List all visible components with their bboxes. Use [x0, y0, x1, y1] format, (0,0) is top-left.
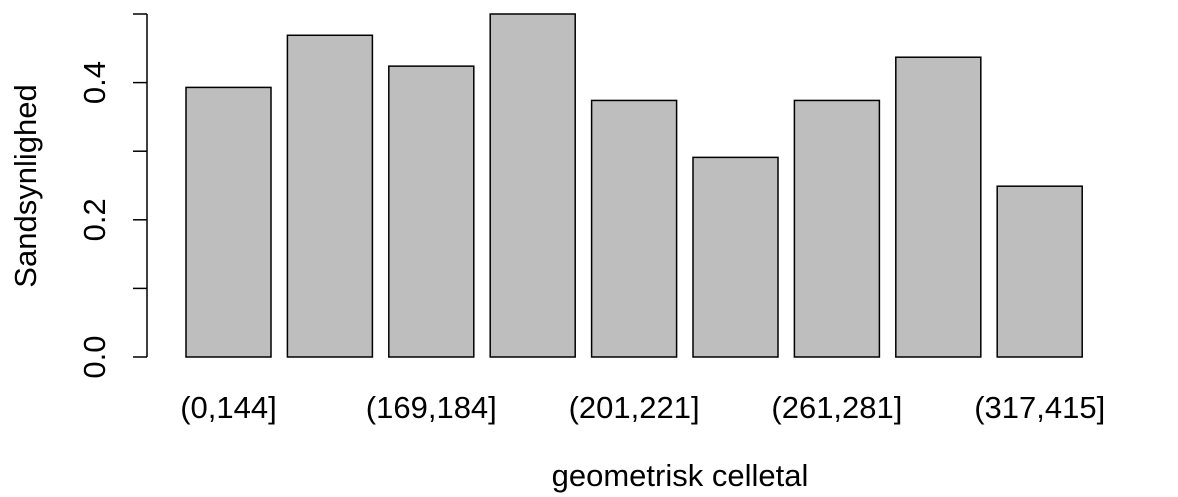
y-tick-label: 0.4 [77, 61, 112, 104]
x-axis-label: geometrisk celletal [552, 458, 809, 493]
bar [793, 99, 881, 358]
bar [895, 56, 982, 358]
x-tick-label: (261,281] [771, 390, 902, 425]
bar [185, 86, 272, 358]
bar [286, 34, 374, 358]
x-tick-label: (201,221] [569, 390, 700, 425]
y-tick-label: 0.0 [77, 335, 112, 378]
bar [590, 99, 678, 358]
bar [996, 185, 1083, 358]
bar [489, 13, 576, 358]
x-tick-label: (317,415] [974, 390, 1105, 425]
y-tick-label: 0.2 [77, 198, 112, 241]
x-tick-label: (169,184] [366, 390, 497, 425]
bar [692, 156, 779, 358]
bar [388, 65, 475, 358]
x-tick-label: (0,144] [180, 390, 277, 425]
y-axis-label: Sandsynlighed [8, 84, 43, 287]
